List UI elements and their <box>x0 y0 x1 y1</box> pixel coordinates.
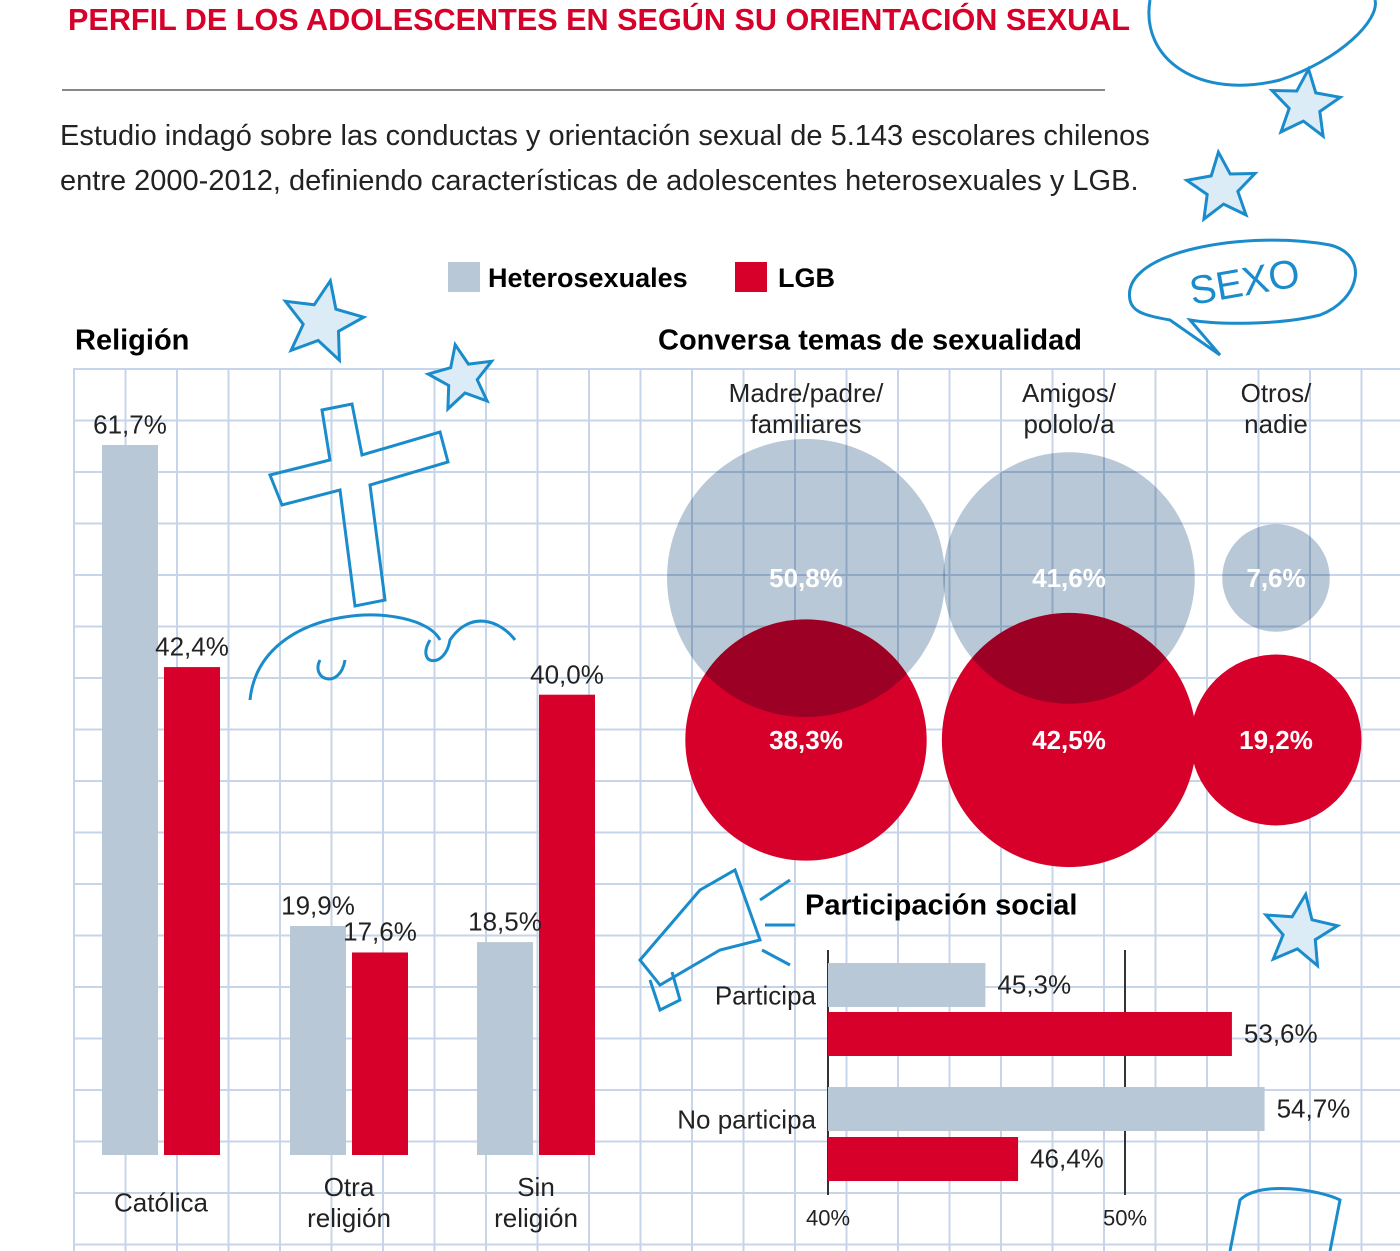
cloud-doodle <box>248 613 517 701</box>
bubble <box>1222 524 1330 632</box>
title: PERFIL DE LOS ADOLESCENTES EN SEGÚN SU O… <box>68 1 1130 37</box>
value-label: 40,0% <box>530 659 604 690</box>
bar <box>164 667 220 1155</box>
bar <box>477 942 533 1155</box>
legend-label: Heterosexuales <box>488 263 688 293</box>
x-tick-label: Otra religión <box>307 1172 391 1233</box>
category-label: Otros/ nadie <box>1240 378 1312 439</box>
value-label: 19,9% <box>281 890 355 921</box>
planet-doodle <box>1147 0 1377 87</box>
value-label: 42,5% <box>1032 725 1106 755</box>
value-label: 45,3% <box>997 969 1072 1000</box>
notebook-doodle <box>1228 1187 1342 1251</box>
star-doodle <box>1268 65 1345 140</box>
value-label: 50,8% <box>769 563 843 593</box>
value-label: 53,6% <box>1243 1018 1318 1049</box>
legend-label: LGB <box>778 263 835 293</box>
value-label: 38,3% <box>769 725 843 755</box>
legend-swatch <box>735 262 767 292</box>
cross-doodle <box>267 402 450 608</box>
speech-bubble-doodle <box>1128 238 1357 357</box>
value-label: 46,4% <box>1030 1143 1104 1174</box>
star-doodle <box>1262 890 1342 970</box>
bubble <box>1190 654 1362 826</box>
value-label: 18,5% <box>468 906 542 937</box>
y-tick-label: Participa <box>714 980 816 1011</box>
value-label: 61,7% <box>93 409 167 440</box>
value-label: 42,4% <box>155 631 229 662</box>
bubble <box>667 439 945 717</box>
star-doodle <box>424 340 496 413</box>
bubble <box>943 452 1195 704</box>
bar <box>828 1137 1019 1181</box>
bar <box>828 1012 1232 1056</box>
value-label: 41,6% <box>1032 563 1106 593</box>
value-label: 54,7% <box>1276 1093 1351 1124</box>
star-doodle <box>1182 148 1259 223</box>
bar <box>539 694 595 1155</box>
legend-swatch <box>448 262 480 292</box>
megaphone-doodle <box>638 867 795 1013</box>
subtitle: Estudio indagó sobre las conductas y ori… <box>60 120 1150 197</box>
x-tick-label: 40% <box>805 1205 851 1231</box>
category-label: Amigos/ pololo/a <box>1022 378 1116 439</box>
value-label: 7,6% <box>1246 563 1305 593</box>
doodles <box>248 0 1377 1251</box>
bar <box>828 963 986 1007</box>
chart-title: Participación social <box>805 890 1077 922</box>
chart-title: Conversa temas de sexualidad <box>658 325 1082 357</box>
value-label: 19,2% <box>1239 725 1313 755</box>
bar <box>352 952 408 1155</box>
star-doodle <box>282 276 368 364</box>
bar <box>102 445 158 1155</box>
x-tick-label: Católica <box>114 1187 208 1218</box>
y-tick-label: No participa <box>677 1104 816 1135</box>
value-label: 17,6% <box>343 916 417 947</box>
chart-title: Religión <box>75 325 189 357</box>
category-label: Madre/padre/ familiares <box>728 378 884 439</box>
x-tick-label: 50% <box>1102 1205 1148 1231</box>
bar <box>828 1087 1265 1131</box>
doodle-text: SEXO <box>1186 251 1303 314</box>
bar <box>290 926 346 1155</box>
x-tick-label: Sin religión <box>494 1172 578 1233</box>
